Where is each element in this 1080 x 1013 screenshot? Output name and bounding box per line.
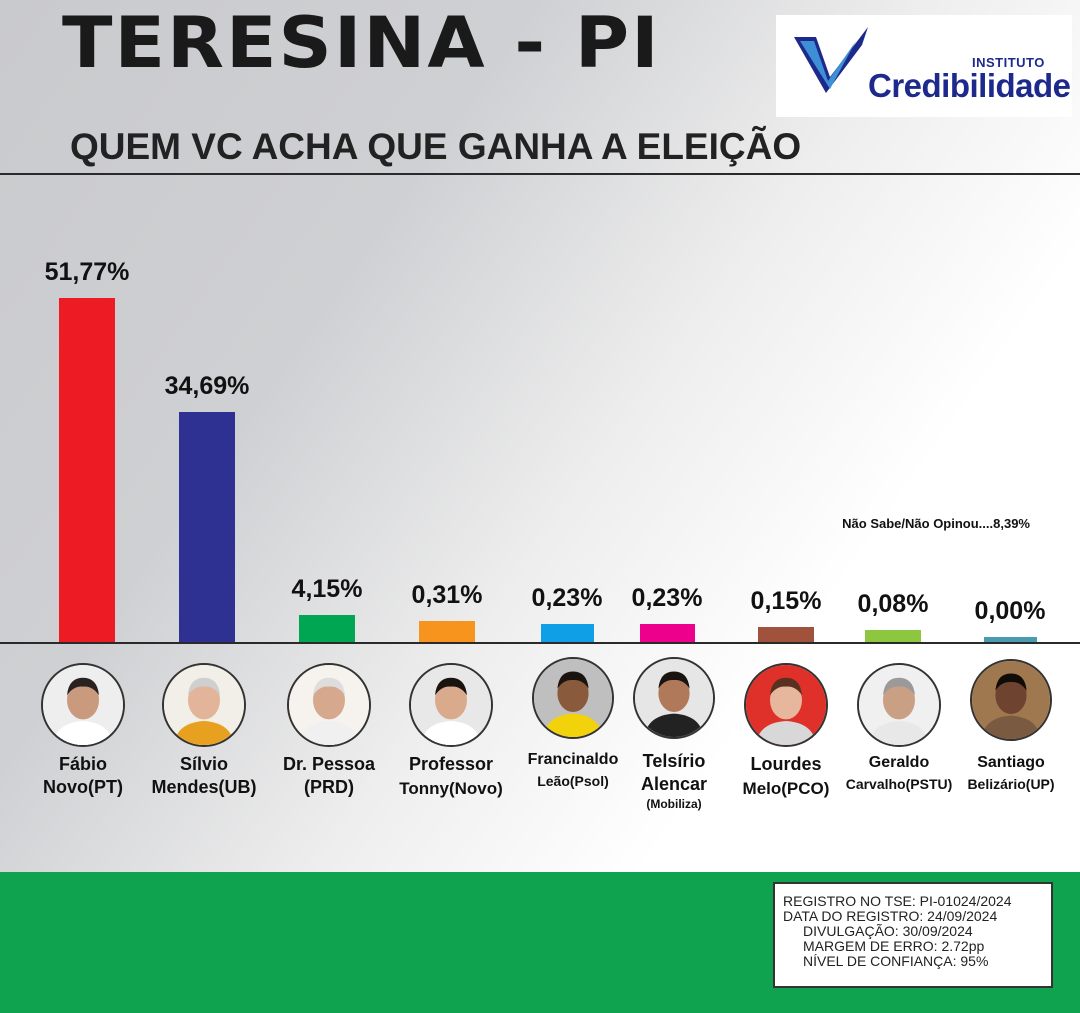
- value-label-2: 34,69%: [164, 371, 250, 400]
- institute-logo: INSTITUTO Credibilidade: [776, 15, 1072, 117]
- poll-question: QUEM VC ACHA QUE GANHA A ELEIÇÃO: [70, 126, 802, 167]
- candidate-name-2: Sílvio Mendes(UB): [134, 754, 274, 797]
- candidate-name-line2: Melo(PCO): [742, 778, 830, 798]
- undecided-note: Não Sabe/Não Opinou....8,39%: [842, 516, 1030, 531]
- candidate-avatar-6: [633, 657, 715, 739]
- candidate-avatar-4: [409, 663, 493, 747]
- bar-3: [299, 615, 355, 643]
- bar-7: [758, 627, 814, 643]
- candidate-name-6: Telsírio Alencar (Mobiliza): [604, 751, 744, 812]
- person-portrait-icon: [746, 665, 826, 745]
- person-portrait-icon: [635, 659, 713, 737]
- candidate-name-7: Lourdes Melo(PCO): [716, 754, 856, 798]
- bar-8: [865, 629, 921, 643]
- candidate-name-5: Francinaldo Leão(Psol): [503, 751, 643, 789]
- candidate-name-9: Santiago Belizário(UP): [941, 754, 1080, 792]
- candidate-name-line1: Dr. Pessoa: [282, 754, 376, 774]
- header-divider: [0, 173, 1080, 175]
- bar-1: [59, 298, 115, 643]
- person-portrait-icon: [534, 659, 612, 737]
- candidate-name-3: Dr. Pessoa (PRD): [259, 754, 399, 797]
- person-portrait-icon: [972, 661, 1050, 739]
- value-label-5: 0,23%: [531, 583, 603, 612]
- candidate-avatar-3: [287, 663, 371, 747]
- person-portrait-icon: [859, 665, 939, 745]
- candidate-avatar-5: [532, 657, 614, 739]
- error-margin: MARGEM DE ERRO: 2.72pp: [803, 937, 985, 954]
- value-label-4: 0,31%: [411, 580, 483, 609]
- candidate-name-line2: Tonny(Novo): [399, 778, 503, 798]
- candidate-name-line1: Lourdes: [750, 754, 822, 774]
- person-portrait-icon: [164, 665, 244, 745]
- candidate-avatar-7: [744, 663, 828, 747]
- candidate-name-8: Geraldo Carvalho(PSTU): [829, 754, 969, 792]
- candidate-avatar-8: [857, 663, 941, 747]
- candidate-name-4: Professor Tonny(Novo): [381, 754, 521, 798]
- person-portrait-icon: [411, 665, 491, 745]
- confidence-level: NÍVEL DE CONFIANÇA: 95%: [803, 952, 989, 969]
- candidate-name-line1: Santiago: [977, 754, 1045, 771]
- value-label-1: 51,77%: [44, 258, 130, 286]
- candidate-name-line3: (Mobiliza): [646, 797, 702, 812]
- candidate-avatar-9: [970, 659, 1052, 741]
- candidate-name-line2: Leão(Psol): [537, 773, 609, 790]
- value-label-6: 0,23%: [631, 583, 703, 612]
- bar-2: [179, 411, 235, 643]
- page-title: TERESINA - PI: [62, 2, 661, 84]
- candidate-name-line1: Geraldo: [868, 754, 930, 771]
- candidate-name-line2: Alencar: [640, 773, 708, 794]
- value-label-7: 0,15%: [750, 587, 822, 615]
- candidate-name-1: Fábio Novo(PT): [13, 754, 153, 797]
- candidate-name-line2: (PRD): [304, 776, 354, 797]
- value-label-3: 4,15%: [291, 575, 363, 604]
- candidate-avatar-2: [162, 663, 246, 747]
- candidate-name-line1: Francinaldo: [527, 751, 619, 768]
- candidate-name-line1: Professor: [408, 754, 494, 774]
- candidate-name-line2: Novo(PT): [43, 776, 123, 797]
- check-logo-icon: [794, 27, 868, 93]
- logo-top-word: INSTITUTO: [972, 55, 1045, 70]
- person-portrait-icon: [289, 665, 369, 745]
- candidate-name-line1: Sílvio: [179, 754, 228, 774]
- bar-9: [983, 637, 1037, 643]
- bar-6: [639, 623, 695, 643]
- candidate-avatar-1: [41, 663, 125, 747]
- logo-main-word: Credibilidade: [868, 67, 1071, 104]
- person-portrait-icon: [43, 665, 123, 745]
- candidate-name-line1: Telsírio: [642, 751, 706, 771]
- registration-box: REGISTRO NO TSE: PI-01024/2024 DATA DO R…: [773, 882, 1053, 988]
- candidate-name-line2: Mendes(UB): [151, 776, 257, 797]
- bar-4: [419, 620, 475, 643]
- candidate-name-line2: Belizário(UP): [967, 776, 1055, 793]
- value-label-8: 0,08%: [857, 589, 929, 618]
- chart-baseline: [0, 642, 1080, 644]
- release-date: DIVULGAÇÃO: 30/09/2024: [803, 922, 973, 939]
- bar-5: [540, 623, 594, 643]
- candidate-name-line1: Fábio: [59, 754, 107, 774]
- value-label-9: 0,00%: [974, 597, 1046, 625]
- candidate-name-line2: Carvalho(PSTU): [845, 776, 953, 793]
- registration-date: DATA DO REGISTRO: 24/09/2024: [783, 907, 998, 924]
- registration-number: REGISTRO NO TSE: PI-01024/2024: [783, 893, 1012, 909]
